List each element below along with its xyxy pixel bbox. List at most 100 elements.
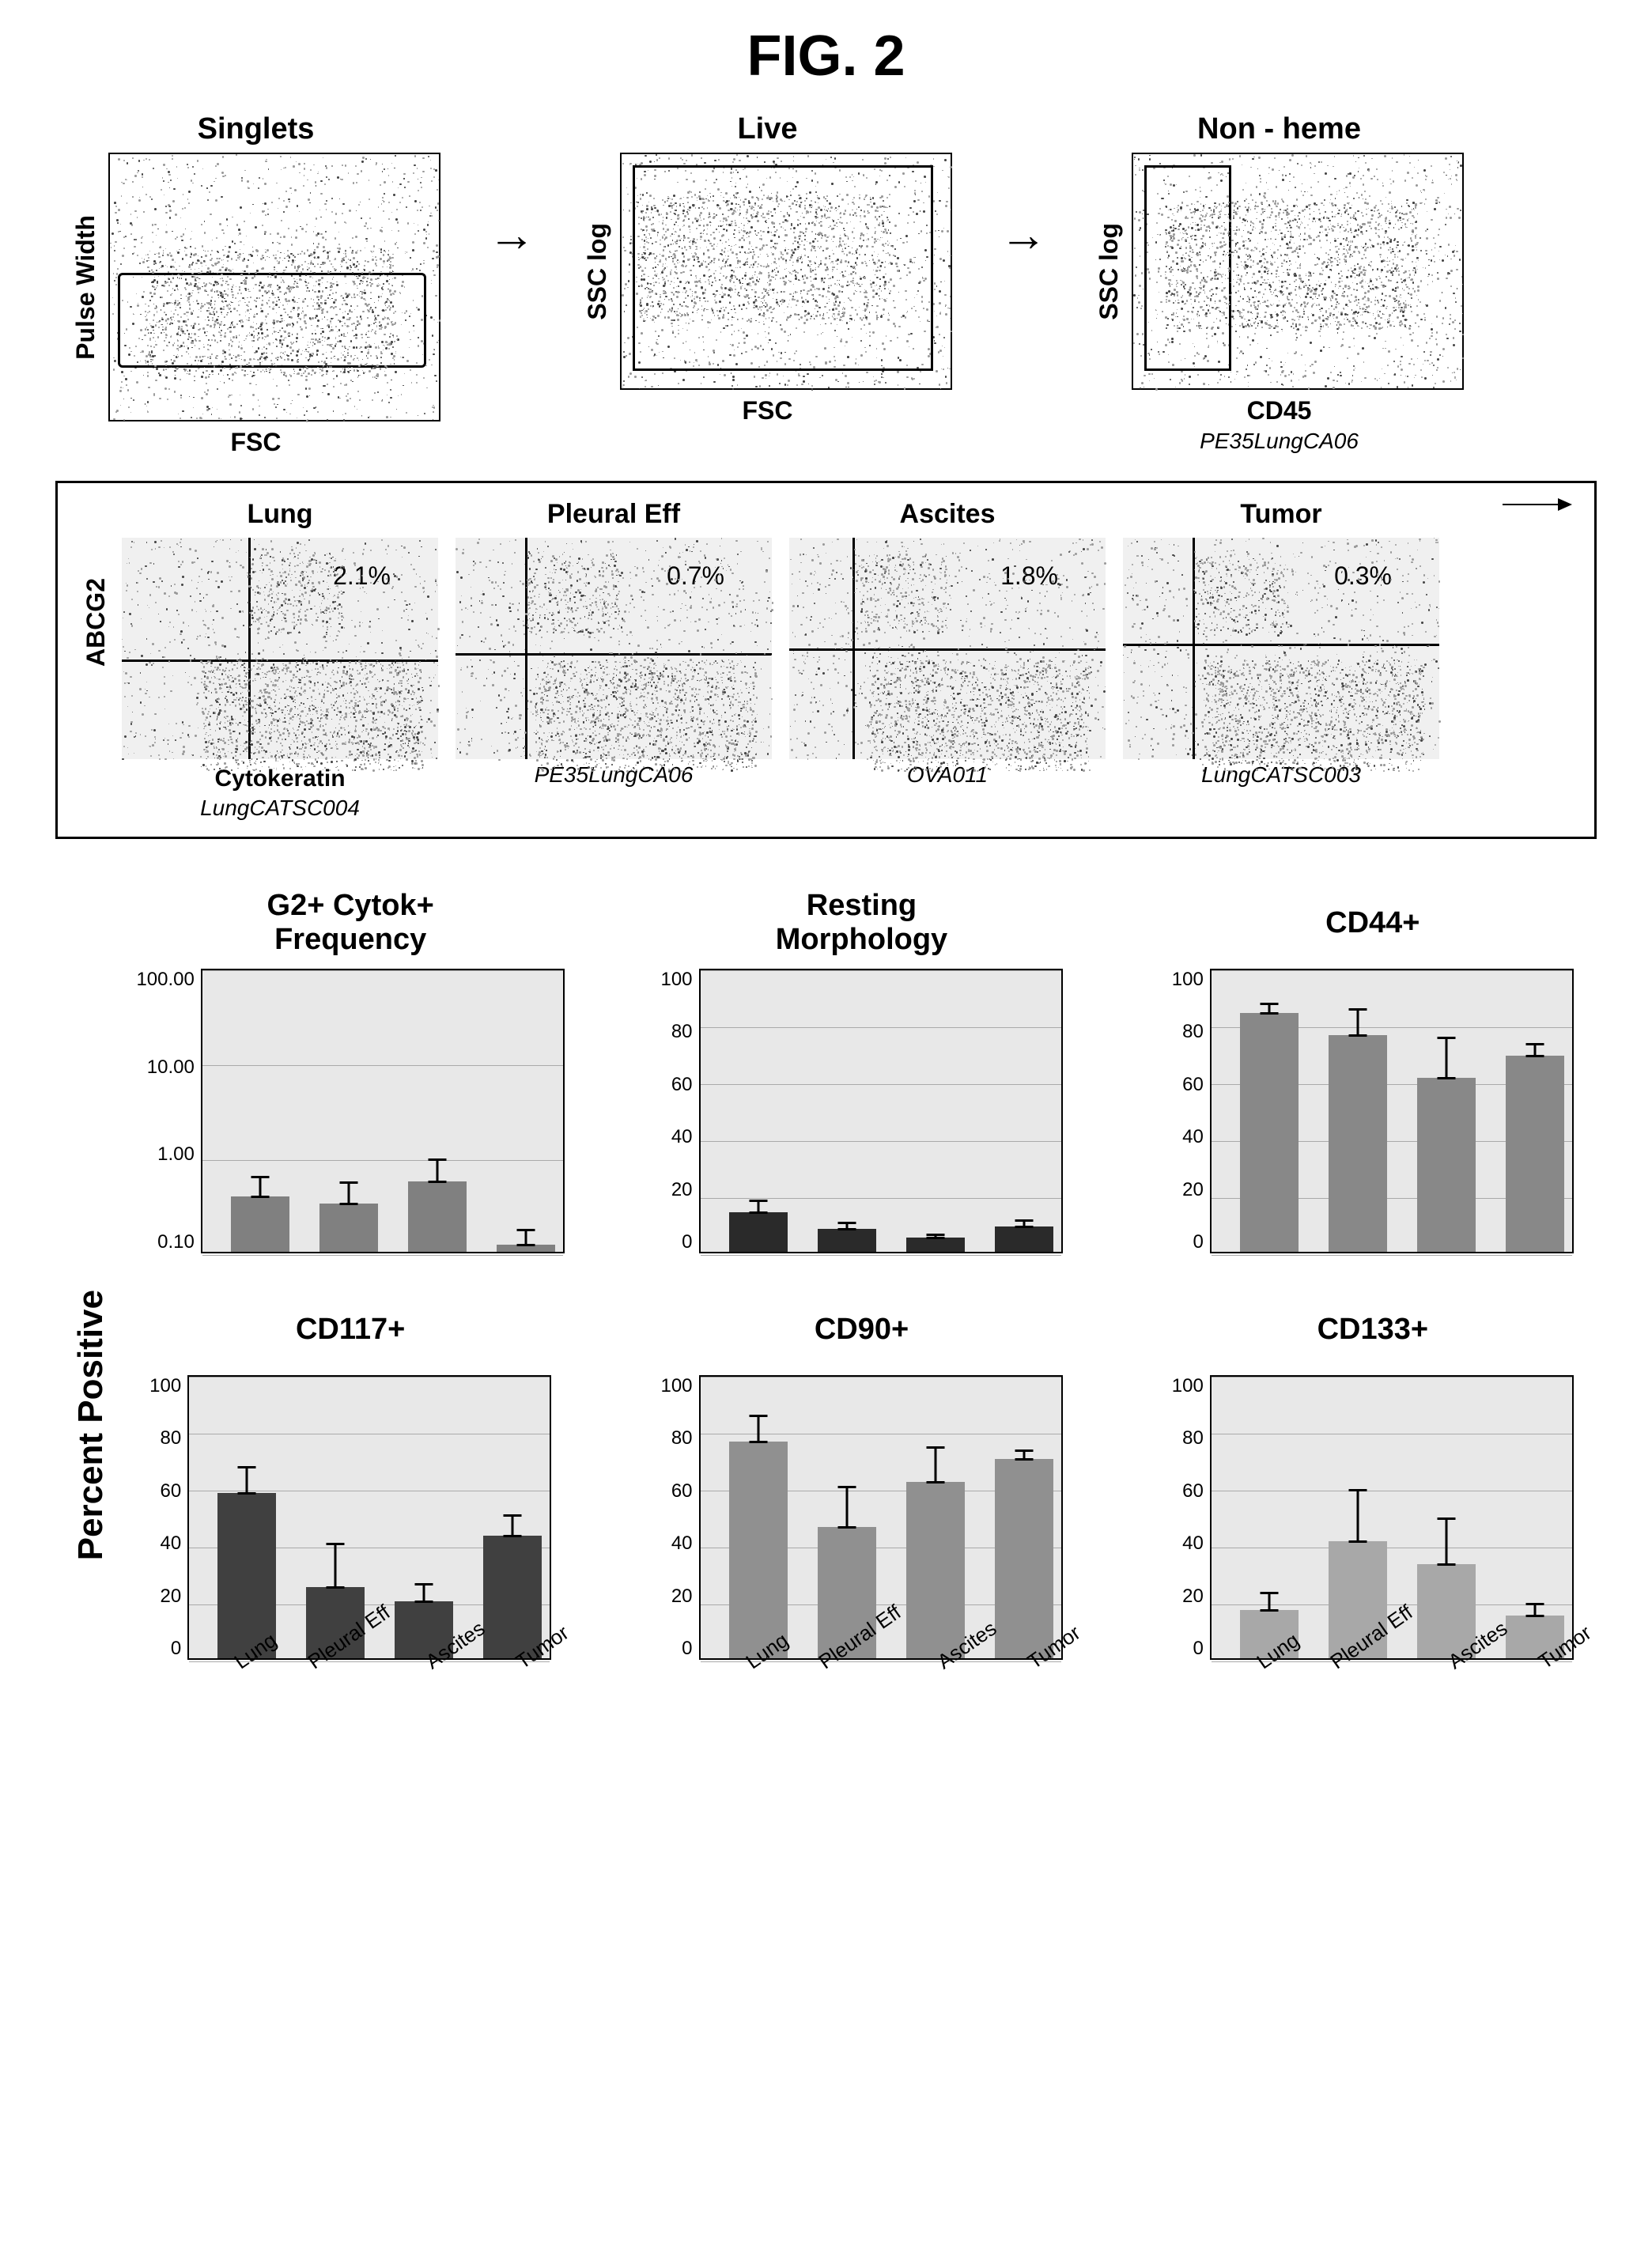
bar-plot [699, 969, 1063, 1253]
ytick: 0 [682, 1638, 692, 1660]
error-bar [423, 1583, 425, 1603]
quad-title: Ascites [900, 499, 996, 530]
error-bar [757, 1415, 759, 1443]
error-bar [845, 1486, 848, 1529]
ytick: 20 [671, 1179, 693, 1201]
bar [906, 1238, 965, 1252]
quad-title: Lung [247, 499, 312, 530]
quad-xlabel: Cytokeratin [214, 765, 345, 792]
bar-chart-1: RestingMorphology 100806040200 [637, 886, 1085, 1253]
bar [319, 1204, 378, 1252]
ytick: 60 [671, 1480, 693, 1502]
bar-chart-title: CD133+ [1317, 1293, 1428, 1366]
error-bar [1356, 1489, 1359, 1543]
figure-title: FIG. 2 [24, 24, 1628, 89]
bar [729, 1212, 788, 1252]
error-bar [1023, 1219, 1025, 1228]
ytick: 60 [671, 1074, 693, 1096]
scatter-plot [1132, 153, 1464, 390]
ytick: 20 [671, 1585, 693, 1608]
bar-chart-2: CD44+ 100806040200 [1149, 886, 1597, 1253]
bar-plot [201, 969, 565, 1253]
cytokeratin-axis-arrow [1503, 504, 1571, 505]
ytick: 80 [160, 1427, 181, 1449]
yticks: 100 80 60 40 20 0 [660, 1375, 698, 1660]
error-bar [1023, 1449, 1025, 1461]
quad-title: Tumor [1240, 499, 1321, 530]
scatter-xlabel: FSC [231, 428, 282, 457]
scatter-live: Live SSC log FSC [583, 112, 952, 425]
bar-chart-title: G2+ Cytok+Frequency [267, 886, 434, 959]
scatter-title: Non - heme [1197, 112, 1361, 146]
yticks: 100.0010.001.000.10 [136, 969, 200, 1253]
bar-xlabels: LungPleural EffAscitesTumor [722, 1668, 1086, 1692]
ytick: 40 [671, 1533, 693, 1555]
error-bar [1268, 1592, 1270, 1612]
quad-plot: 2.1% [122, 538, 438, 759]
bar-chart-5: CD133+ 100806040200 LungPleural EffAscit… [1149, 1293, 1597, 1692]
quad-plot: 0.3% [1123, 538, 1439, 759]
quad-percent: 1.8% [1000, 561, 1058, 591]
quad-percent: 0.7% [667, 561, 724, 591]
scatter-plot [108, 153, 440, 421]
quad-1: Pleural Eff 0.7% PE35LungCA06 [456, 499, 772, 821]
ytick: 0.10 [157, 1231, 195, 1253]
scatter-title: Singlets [198, 112, 315, 146]
ytick: 40 [671, 1126, 693, 1148]
ytick: 80 [671, 1021, 693, 1043]
quad-sample: LungCATSC003 [1201, 762, 1361, 788]
ytick: 100 [149, 1375, 181, 1397]
ytick: 80 [1182, 1427, 1204, 1449]
error-bar [436, 1158, 438, 1183]
ytick: 40 [160, 1533, 181, 1555]
error-bar [335, 1543, 337, 1589]
ytick: 60 [160, 1480, 181, 1502]
ytick: 0 [1193, 1638, 1203, 1660]
yticks: 100806040200 [1172, 1375, 1210, 1660]
quad-title: Pleural Eff [547, 499, 680, 530]
ytick: 80 [1182, 1021, 1204, 1043]
bar [995, 1459, 1053, 1658]
bar [995, 1226, 1053, 1252]
error-bar [1268, 1003, 1270, 1014]
ytick: 60 [1182, 1480, 1204, 1502]
ytick: 100 [660, 969, 692, 991]
bar-xlabels: LungPleural EffAscitesTumor [210, 1668, 574, 1692]
error-bar [845, 1222, 848, 1230]
ytick: 80 [671, 1427, 693, 1449]
yticks: 100806040200 [1172, 969, 1210, 1253]
quad-sample: LungCATSC004 [200, 796, 360, 821]
bar-chart-title: CD90+ [815, 1293, 909, 1366]
ytick: 100 [660, 1375, 692, 1397]
ytick: 10.00 [147, 1056, 195, 1079]
scatter-ylabel: Pulse Width [71, 215, 100, 360]
scatter-plot [620, 153, 952, 390]
bar-chart-0: G2+ Cytok+Frequency 100.0010.001.000.10 [127, 886, 574, 1253]
bar-chart-title: CD44+ [1325, 886, 1420, 959]
bar [1417, 1078, 1476, 1252]
ytick: 0 [1193, 1231, 1203, 1253]
scatter-xlabel: CD45 [1247, 396, 1312, 425]
ytick: 100 [1172, 969, 1204, 991]
ytick: 40 [1182, 1126, 1204, 1148]
scatter-xlabel: FSC [743, 396, 793, 425]
panel-c-ylabel: Percent Positive [71, 1290, 111, 1560]
error-bar [347, 1181, 350, 1205]
ytick: 100.00 [136, 969, 194, 991]
error-bar [1445, 1517, 1447, 1566]
sample-caption: PE35LungCA06 [1200, 429, 1359, 454]
panel-a-gating: Singlets Pulse Width FSC → Live SSC log … [24, 112, 1628, 457]
ytick: 100 [1172, 1375, 1204, 1397]
quad-0: Lung 2.1% Cytokeratin LungCATSC004 [122, 499, 438, 821]
error-bar [1445, 1037, 1447, 1079]
error-bar [259, 1176, 261, 1199]
quad-percent: 0.3% [1334, 561, 1392, 591]
bar [408, 1181, 467, 1252]
scatter-title: Live [737, 112, 797, 146]
bar-plot [1210, 969, 1574, 1253]
quad-sample: OVA011 [907, 762, 988, 788]
ytick: 20 [1182, 1179, 1204, 1201]
yticks: 100806040200 [660, 969, 698, 1253]
error-bar [246, 1466, 248, 1495]
panel-c-barcharts: Percent Positive G2+ Cytok+Frequency 100… [24, 886, 1628, 1692]
